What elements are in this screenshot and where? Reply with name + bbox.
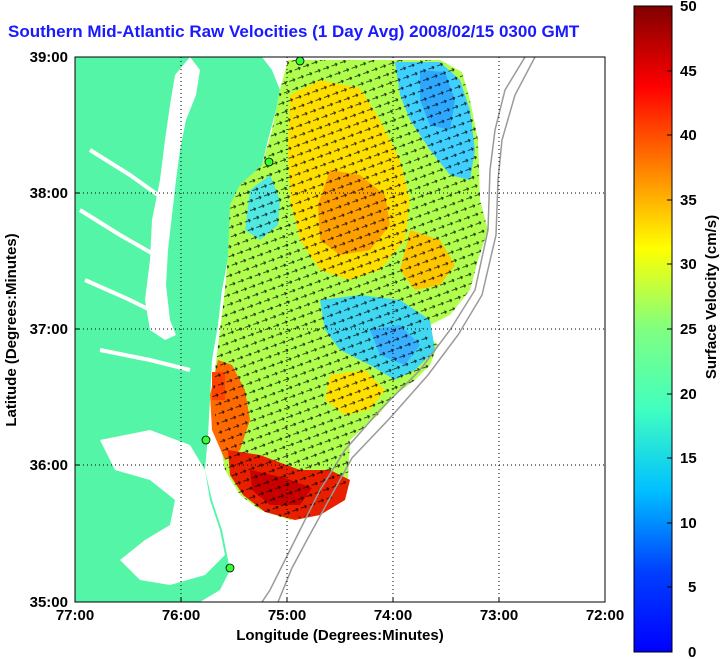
y-tick-labels: 39:00 38:00 37:00 36:00 35:00 (30, 49, 68, 611)
colorbar-tick-label: 40 (680, 127, 697, 144)
colorbar-tick-label: 5 (688, 579, 696, 596)
y-tick-label: 36:00 (30, 457, 68, 474)
colorbar-tick-label: 25 (680, 321, 697, 338)
velocity-vectors (212, 60, 488, 520)
radar-station-icon (201, 435, 211, 445)
x-tick-label: 73:00 (480, 607, 518, 624)
x-tick-label: 75:00 (268, 607, 306, 624)
x-tick-label: 77:00 (56, 607, 94, 624)
radar-station-icon (295, 56, 305, 66)
colorbar-tick-label: 10 (680, 515, 697, 532)
x-tick-label: 76:00 (162, 607, 200, 624)
colorbar-tick-label: 0 (688, 644, 696, 659)
colorbar-tick-label: 20 (680, 386, 697, 403)
map-title: Southern Mid-Atlantic Raw Velocities (1 … (8, 22, 580, 41)
y-tick-label: 38:00 (30, 185, 68, 202)
x-tick-label: 72:00 (586, 607, 624, 624)
colorbar-tick-label: 50 (680, 0, 697, 15)
y-tick-label: 39:00 (30, 49, 68, 66)
x-tick-labels: 77:00 76:00 75:00 74:00 73:00 72:00 (56, 607, 624, 624)
radar-station-icon (225, 563, 235, 573)
colorbar-tick-label: 15 (680, 450, 697, 467)
colorbar-tick-label: 45 (680, 63, 697, 80)
colorbar-tick-label: 35 (680, 192, 697, 209)
colorbar-tick-label: 30 (680, 256, 697, 273)
bathymetry-contour (277, 57, 536, 602)
grid (75, 57, 605, 602)
x-axis-label: Longitude (Degrees:Minutes) (236, 627, 444, 644)
pamlico-sound (100, 430, 225, 585)
y-axis-label: Latitude (Degrees:Minutes) (3, 233, 20, 426)
colorbar (633, 5, 673, 653)
river (78, 148, 191, 372)
radar-station-icon (264, 157, 274, 167)
tick-marks (74, 56, 606, 603)
bathymetry-contour (261, 57, 526, 602)
colorbar-ticks (667, 5, 672, 653)
colorbar-label: Surface Velocity (cm/s) (703, 215, 720, 379)
radar-stations (201, 56, 305, 573)
y-tick-label: 37:00 (30, 321, 68, 338)
chesapeake-bay (145, 57, 200, 340)
y-tick-label: 35:00 (30, 594, 68, 611)
colorbar-tick-labels: 50 45 40 35 30 25 20 15 10 5 0 (680, 0, 697, 659)
x-tick-label: 74:00 (374, 607, 412, 624)
